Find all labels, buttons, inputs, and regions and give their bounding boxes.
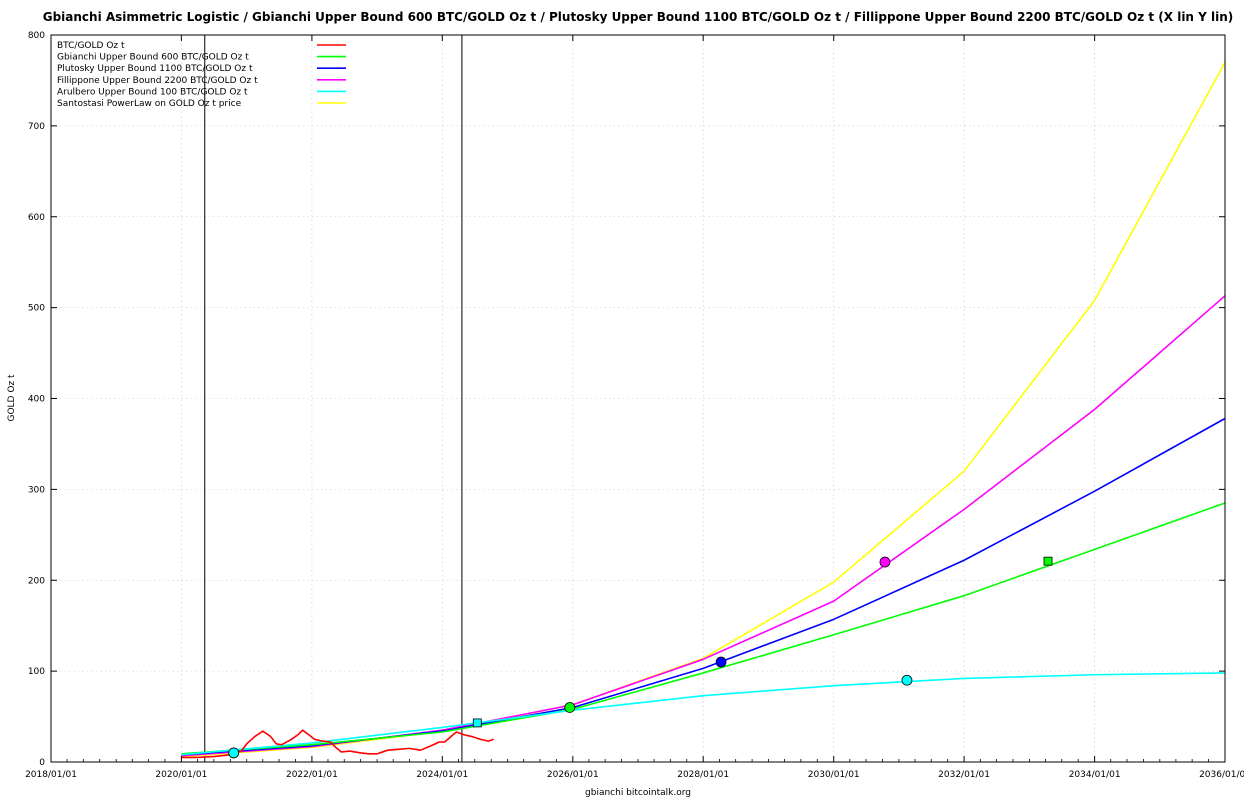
legend-label-0: BTC/GOLD Oz t <box>57 41 125 51</box>
y-tick-label: 300 <box>28 485 45 495</box>
y-axis-label: GOLD Oz t <box>7 374 17 422</box>
y-tick-label: 200 <box>28 576 45 586</box>
legend-label-1: Gbianchi Upper Bound 600 BTC/GOLD Oz t <box>57 53 249 63</box>
series-line-4 <box>181 672 1226 756</box>
marker-circle-2 <box>715 656 727 668</box>
y-tick-label: 0 <box>39 758 45 768</box>
legend: BTC/GOLD Oz t Gbianchi Upper Bound 600 BT… <box>57 41 346 109</box>
y-tick-label: 700 <box>28 122 45 132</box>
x-tick-label: 2020/01/01 <box>155 770 207 780</box>
marker-circle-1 <box>564 702 576 713</box>
x-tick-label: 2026/01/01 <box>547 770 599 780</box>
y-tick-label: 100 <box>28 667 45 677</box>
y-tick-label: 500 <box>28 304 45 314</box>
x-tick-label: 2018/01/01 <box>25 770 77 780</box>
marker-circle-4 <box>901 674 913 686</box>
legend-label-5: Santostasi PowerLaw on GOLD Oz t price <box>57 99 242 109</box>
y-tick-label: 600 <box>28 213 45 223</box>
x-tick-label: 2028/01/01 <box>677 770 729 780</box>
legend-label-2: Plutosky Upper Bound 1100 BTC/GOLD Oz t <box>57 64 253 74</box>
y-tick-label: 800 <box>28 31 45 41</box>
x-tick-label: 2024/01/01 <box>416 770 468 780</box>
x-tick-label: 2032/01/01 <box>938 770 990 780</box>
ticks-group: 2018/01/01 2020/01/01 2022/01/01 2024/01/01… <box>25 31 1244 780</box>
x-tick-label: 2036/01/01 <box>1199 770 1244 780</box>
y-tick-label: 400 <box>28 395 45 405</box>
legend-label-3: Fillippone Upper Bound 2200 BTC/GOLD Oz … <box>57 76 258 86</box>
x-tick-label: 2022/01/01 <box>286 770 338 780</box>
markers-group <box>228 556 1053 759</box>
marker-circle-3 <box>879 556 891 568</box>
legend-label-4: Arulbero Upper Bound 100 BTC/GOLD Oz t <box>57 87 248 97</box>
marker-square-4 <box>472 718 482 728</box>
x-tick-label: 2034/01/01 <box>1069 770 1121 780</box>
x-tick-label: 2030/01/01 <box>808 770 860 780</box>
series-line-5 <box>181 61 1226 758</box>
x-axis-label: gbianchi bitcointalk.org <box>585 788 691 798</box>
marker-circle-4 <box>228 747 240 759</box>
vertical-markers <box>204 35 463 762</box>
marker-square-1 <box>1043 556 1053 566</box>
chart-title: Gbianchi Asimmetric Logistic / Gbianchi … <box>43 10 1234 24</box>
series-line-0 <box>181 729 494 759</box>
series-group <box>181 61 1226 759</box>
